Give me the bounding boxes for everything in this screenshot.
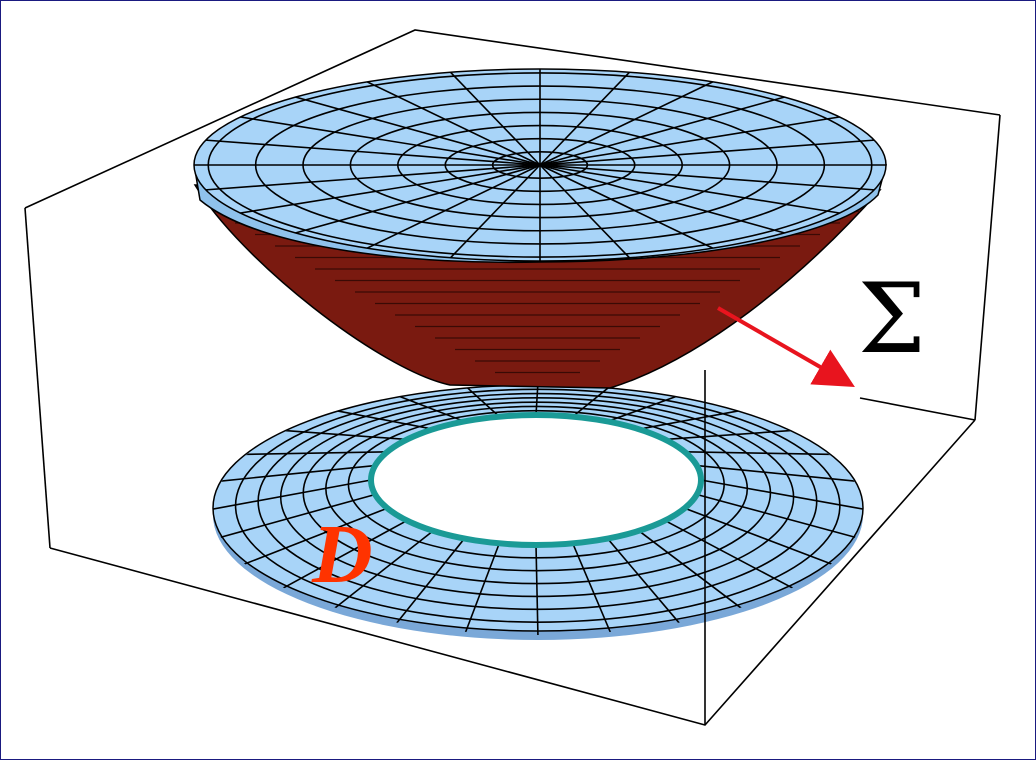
mesh-line xyxy=(285,93,541,166)
mesh-ring xyxy=(325,405,749,572)
mesh-line xyxy=(285,164,541,237)
annulus-mesh xyxy=(213,385,863,635)
box-edge xyxy=(24,207,51,549)
mesh-line xyxy=(359,77,541,166)
mesh-line xyxy=(607,393,682,423)
region-label: D xyxy=(311,508,373,601)
mesh-ring xyxy=(207,72,873,258)
mesh-ring xyxy=(257,392,818,611)
mesh-line xyxy=(539,114,852,166)
box-edge xyxy=(974,114,1001,421)
mesh-line xyxy=(638,409,744,430)
mesh-ring xyxy=(279,397,795,598)
mesh-ring xyxy=(491,151,589,179)
box-top-back xyxy=(24,29,1001,209)
mesh-ring xyxy=(347,409,725,559)
mesh-line xyxy=(228,114,541,166)
mesh-ring xyxy=(234,388,841,623)
hole-boundary xyxy=(368,412,704,548)
mesh-ring xyxy=(397,124,683,206)
mesh-line xyxy=(539,164,634,261)
mesh-line xyxy=(539,164,795,237)
normal-arrow xyxy=(717,306,855,387)
mesh-line xyxy=(446,69,541,166)
mesh-ring xyxy=(302,401,772,585)
mesh-line xyxy=(539,69,634,166)
mesh-ring xyxy=(254,85,826,245)
mesh-line xyxy=(539,77,721,166)
mesh-line xyxy=(332,409,434,430)
mesh-line xyxy=(394,393,465,423)
mesh-line xyxy=(240,450,388,456)
mesh-line xyxy=(539,164,721,253)
mesh-line xyxy=(539,164,852,216)
mesh-ring xyxy=(444,137,636,193)
mesh-ring xyxy=(349,111,731,219)
lower-surface xyxy=(212,384,864,640)
mesh-line xyxy=(279,429,408,441)
top-mesh xyxy=(194,69,886,261)
mesh-line xyxy=(194,138,541,166)
mesh-line xyxy=(539,138,886,166)
mesh-line xyxy=(539,93,795,166)
upper-surface xyxy=(193,68,887,389)
box-back xyxy=(24,29,1001,549)
mesh-line xyxy=(359,164,541,253)
mesh-line xyxy=(194,164,541,192)
mesh-line xyxy=(539,164,886,192)
mesh-line xyxy=(684,450,836,456)
box-front xyxy=(49,370,976,726)
box-edge xyxy=(859,397,976,421)
mesh-ring xyxy=(302,98,778,232)
mesh-line xyxy=(664,429,797,441)
mesh-line xyxy=(228,164,541,216)
mesh-line xyxy=(446,164,541,261)
surface-label: Σ xyxy=(858,263,926,375)
